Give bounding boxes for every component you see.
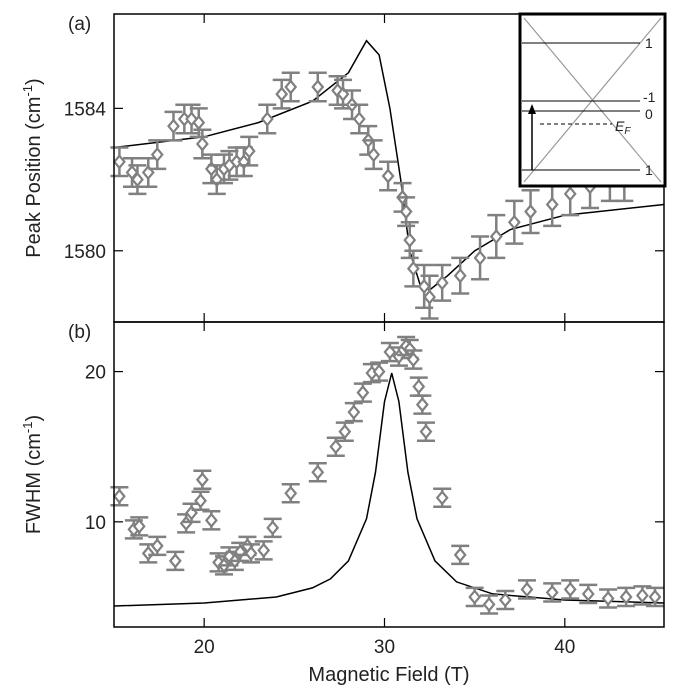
data-point bbox=[419, 423, 433, 440]
y-axis-label: Peak Position (cm-1) bbox=[20, 78, 45, 257]
data-point bbox=[563, 581, 577, 598]
y-label-text: Peak Position (cm bbox=[23, 97, 45, 258]
data-point bbox=[381, 168, 395, 184]
data-point bbox=[195, 472, 209, 488]
data-point bbox=[284, 79, 298, 95]
data-point bbox=[179, 515, 193, 532]
data-point bbox=[284, 485, 298, 501]
data-point bbox=[356, 384, 370, 401]
data-point bbox=[275, 86, 289, 102]
data-point bbox=[194, 493, 207, 509]
data-point bbox=[242, 143, 256, 159]
inset-label: -1 bbox=[643, 89, 656, 105]
data-point bbox=[399, 203, 413, 220]
data-point bbox=[266, 520, 280, 536]
data-point bbox=[482, 596, 496, 613]
data-point bbox=[195, 136, 209, 152]
data-point bbox=[563, 186, 577, 202]
data-point bbox=[112, 154, 126, 170]
data-point bbox=[352, 111, 366, 127]
data-point bbox=[435, 490, 449, 506]
data-point bbox=[648, 589, 662, 605]
fit-line bbox=[113, 39, 665, 291]
data-point bbox=[338, 423, 352, 440]
data-point bbox=[131, 171, 144, 188]
data-point bbox=[132, 518, 146, 535]
data-point bbox=[311, 79, 325, 95]
data-point bbox=[545, 196, 559, 213]
data-point bbox=[545, 584, 559, 601]
data-point bbox=[524, 203, 537, 220]
data-point bbox=[423, 289, 437, 305]
data-point bbox=[635, 587, 649, 604]
data-point bbox=[601, 590, 615, 607]
data-point bbox=[347, 404, 361, 420]
data-point bbox=[244, 545, 258, 562]
inset: 1 -1 0 EF 1 bbox=[518, 12, 667, 188]
data-point bbox=[473, 250, 487, 266]
y-axis-label: FWHM (cm-1) bbox=[20, 415, 45, 534]
data-point bbox=[150, 146, 164, 163]
data-point bbox=[257, 542, 271, 559]
data-point bbox=[498, 592, 512, 608]
data-point bbox=[367, 146, 381, 163]
fermi-sub: F bbox=[624, 126, 631, 137]
data-point bbox=[435, 275, 449, 291]
inset-label: 1 bbox=[645, 162, 653, 178]
y-label-sup: -1 bbox=[20, 85, 35, 97]
plot-frame bbox=[113, 321, 665, 628]
cone-line bbox=[523, 17, 662, 183]
data-point bbox=[311, 464, 325, 480]
x-axis-label: Magnetic Field (T) bbox=[308, 664, 469, 686]
data-point bbox=[204, 512, 218, 529]
y-tick-label: 20 bbox=[85, 363, 106, 384]
data-point bbox=[141, 545, 155, 562]
data-point bbox=[383, 344, 397, 360]
data-point bbox=[167, 118, 180, 134]
data-point bbox=[520, 581, 534, 598]
y-tick-label: 1580 bbox=[64, 242, 106, 263]
data-point bbox=[468, 589, 482, 605]
y-tick-label: 1584 bbox=[64, 99, 107, 120]
data-point bbox=[260, 111, 274, 127]
data-point bbox=[150, 538, 164, 554]
data-point bbox=[403, 232, 417, 248]
y-label-end: ) bbox=[23, 415, 45, 422]
inset-label: 1 bbox=[645, 35, 653, 51]
data-point bbox=[329, 438, 343, 455]
data-point bbox=[412, 378, 426, 395]
x-tick-label: 20 bbox=[194, 637, 215, 658]
y-label-end: ) bbox=[23, 78, 45, 85]
arrow-head bbox=[528, 104, 536, 114]
data-point bbox=[619, 589, 633, 605]
data-point bbox=[168, 553, 182, 569]
data-point bbox=[453, 547, 467, 563]
x-tick-label: 40 bbox=[554, 637, 575, 658]
data-point bbox=[581, 586, 595, 602]
data-point bbox=[372, 363, 386, 380]
data-point bbox=[406, 351, 420, 368]
data-point bbox=[112, 488, 126, 505]
panel-label: (b) bbox=[68, 322, 91, 343]
fit-line bbox=[113, 372, 665, 607]
inset-label: 0 bbox=[645, 106, 653, 122]
data-point bbox=[415, 396, 429, 413]
fermi-label: EF bbox=[615, 118, 631, 137]
data-point bbox=[453, 267, 467, 284]
fermi-e: E bbox=[615, 118, 625, 134]
data-point bbox=[417, 278, 431, 295]
data-point bbox=[489, 228, 503, 245]
panel-label: (a) bbox=[68, 14, 91, 35]
y-label-sup: -1 bbox=[20, 422, 35, 434]
x-tick-label: 30 bbox=[374, 637, 395, 658]
y-label-text: FWHM (cm bbox=[23, 433, 45, 534]
y-tick-label: 10 bbox=[85, 513, 106, 534]
data-point bbox=[507, 214, 521, 231]
